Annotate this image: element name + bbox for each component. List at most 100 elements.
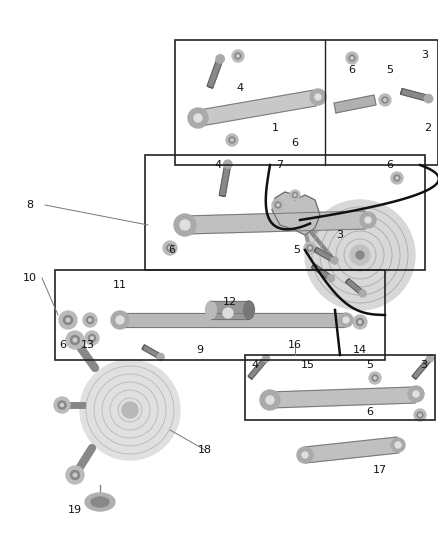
Ellipse shape — [237, 55, 239, 57]
Ellipse shape — [379, 94, 391, 106]
Text: 3: 3 — [420, 360, 427, 370]
Ellipse shape — [194, 114, 202, 122]
Ellipse shape — [419, 414, 421, 416]
Ellipse shape — [66, 318, 70, 322]
Ellipse shape — [391, 438, 405, 452]
Ellipse shape — [66, 466, 84, 484]
Ellipse shape — [424, 94, 433, 103]
Ellipse shape — [408, 386, 424, 402]
Text: 14: 14 — [353, 345, 367, 355]
Ellipse shape — [360, 212, 376, 228]
Ellipse shape — [427, 355, 434, 362]
Ellipse shape — [88, 319, 92, 321]
Ellipse shape — [59, 311, 77, 329]
Ellipse shape — [384, 99, 386, 101]
Ellipse shape — [391, 172, 403, 184]
Ellipse shape — [166, 245, 173, 252]
Bar — [245, 355, 435, 420]
Text: 15: 15 — [301, 360, 315, 370]
Text: 6: 6 — [367, 407, 374, 417]
Text: 9: 9 — [196, 345, 204, 355]
Ellipse shape — [85, 331, 99, 345]
Ellipse shape — [157, 353, 164, 360]
Ellipse shape — [216, 55, 224, 63]
Polygon shape — [272, 192, 320, 235]
Ellipse shape — [293, 192, 297, 198]
Ellipse shape — [64, 316, 73, 325]
Ellipse shape — [71, 335, 80, 344]
Ellipse shape — [343, 317, 349, 323]
Ellipse shape — [275, 202, 281, 208]
Bar — [175, 40, 438, 165]
Ellipse shape — [350, 245, 370, 265]
Ellipse shape — [223, 308, 233, 318]
Text: 10: 10 — [23, 273, 37, 283]
Ellipse shape — [89, 319, 91, 321]
Text: 1: 1 — [272, 123, 279, 133]
Ellipse shape — [309, 247, 311, 249]
Polygon shape — [314, 247, 336, 263]
Ellipse shape — [328, 275, 335, 282]
Ellipse shape — [226, 134, 238, 146]
Ellipse shape — [262, 355, 269, 362]
Bar — [145, 155, 425, 270]
Text: 11: 11 — [113, 280, 127, 290]
Text: 4: 4 — [237, 83, 244, 93]
Ellipse shape — [414, 409, 426, 421]
Ellipse shape — [394, 175, 400, 181]
Polygon shape — [207, 58, 223, 88]
Ellipse shape — [272, 199, 284, 211]
Ellipse shape — [71, 471, 80, 480]
Bar — [211, 301, 249, 319]
Ellipse shape — [60, 403, 64, 407]
Ellipse shape — [73, 473, 77, 477]
Ellipse shape — [229, 137, 235, 143]
Ellipse shape — [91, 497, 109, 507]
Ellipse shape — [205, 301, 216, 319]
Polygon shape — [311, 264, 332, 280]
Text: 17: 17 — [373, 465, 387, 475]
Ellipse shape — [315, 94, 321, 100]
Ellipse shape — [88, 319, 92, 321]
Ellipse shape — [304, 242, 316, 254]
Polygon shape — [401, 88, 429, 101]
Ellipse shape — [260, 390, 280, 410]
Text: 6: 6 — [169, 245, 176, 255]
Ellipse shape — [396, 177, 398, 179]
Text: 3: 3 — [421, 50, 428, 60]
Polygon shape — [346, 279, 364, 295]
Polygon shape — [248, 357, 268, 379]
Text: 8: 8 — [26, 200, 34, 210]
Text: 19: 19 — [68, 505, 82, 515]
Ellipse shape — [67, 319, 69, 321]
Text: 12: 12 — [223, 297, 237, 307]
Ellipse shape — [359, 290, 366, 297]
Ellipse shape — [365, 217, 371, 223]
Text: 4: 4 — [215, 160, 222, 170]
Text: 4: 4 — [251, 360, 258, 370]
Ellipse shape — [88, 335, 95, 342]
Ellipse shape — [66, 318, 70, 322]
Ellipse shape — [310, 89, 326, 105]
Text: 6: 6 — [292, 138, 299, 148]
Text: 6: 6 — [349, 65, 356, 75]
Ellipse shape — [294, 194, 296, 196]
Ellipse shape — [353, 315, 367, 329]
Ellipse shape — [359, 321, 361, 324]
Polygon shape — [304, 437, 399, 463]
Ellipse shape — [73, 338, 77, 342]
Ellipse shape — [339, 313, 353, 327]
Ellipse shape — [116, 316, 124, 324]
Text: 3: 3 — [336, 230, 343, 240]
Ellipse shape — [372, 375, 378, 381]
Text: 7: 7 — [276, 160, 283, 170]
Polygon shape — [142, 345, 162, 359]
Text: 16: 16 — [288, 340, 302, 350]
Ellipse shape — [188, 108, 208, 128]
Polygon shape — [120, 313, 345, 327]
Ellipse shape — [54, 397, 70, 413]
Text: 18: 18 — [198, 445, 212, 455]
Text: 6: 6 — [386, 160, 393, 170]
Ellipse shape — [369, 372, 381, 384]
Ellipse shape — [346, 52, 358, 64]
